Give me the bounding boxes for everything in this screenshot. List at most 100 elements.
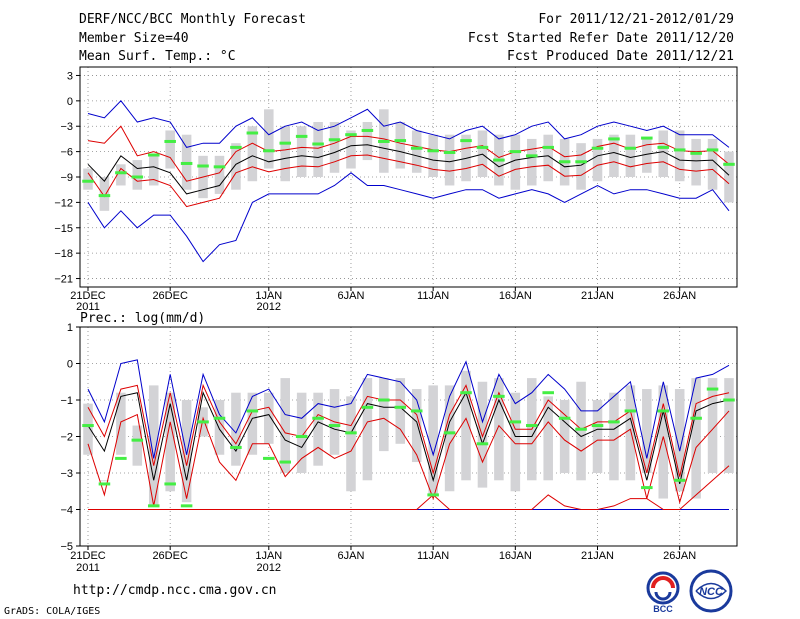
- temp-median-marker: [410, 146, 423, 150]
- temp-median-marker: [591, 146, 604, 150]
- prec-median-marker: [263, 456, 275, 460]
- temp-box: [625, 134, 636, 177]
- prec-box: [444, 385, 455, 492]
- temp-median-marker: [164, 139, 176, 143]
- prec-ytick-label: −1: [60, 395, 73, 407]
- forecast-started: Fcst Started Refer Date 2011/12/20: [467, 31, 734, 46]
- prec-box: [707, 378, 718, 473]
- temp-box: [691, 138, 701, 186]
- prec-ytick-label: −2: [60, 432, 73, 444]
- prec-ytick-label: 1: [67, 322, 73, 334]
- temp-median-marker: [542, 145, 554, 149]
- temp-median-marker: [279, 141, 291, 145]
- temp-ytick-label: −3: [60, 121, 73, 133]
- prec-median-marker: [345, 431, 357, 435]
- prec-box: [691, 378, 701, 499]
- prec-ytick-label: −5: [60, 541, 73, 553]
- temp-box: [346, 130, 356, 169]
- temp-box: [362, 122, 373, 161]
- temp-box: [83, 168, 93, 190]
- temp-median-marker: [706, 148, 719, 152]
- prec-median-marker: [542, 391, 554, 395]
- source-url[interactable]: http://cmdp.ncc.cma.gov.cn: [73, 583, 277, 598]
- temp-ytick-label: −15: [54, 223, 73, 235]
- prec-box: [658, 385, 669, 499]
- prec-box: [313, 392, 323, 466]
- temp-xtick-label: 21JAN: [581, 290, 614, 302]
- ncc-logo-text: NCC: [699, 586, 724, 598]
- prec-box: [609, 392, 619, 481]
- prec-ytick-label: −3: [60, 468, 73, 480]
- temp-xtick-year: 2012: [257, 301, 281, 313]
- temp-box: [576, 143, 586, 190]
- prec-box: [559, 400, 570, 473]
- ncc-logo: NCC: [689, 569, 733, 613]
- temp-median-marker: [526, 154, 538, 158]
- prec-spread-extra-line: [88, 465, 730, 510]
- prec-box: [477, 381, 488, 488]
- temp-median-marker: [295, 134, 308, 138]
- prec-median-marker: [279, 460, 291, 464]
- prec-box: [724, 378, 734, 473]
- temp-median-marker: [328, 138, 341, 142]
- prec-spread-high-line: [87, 383, 730, 477]
- prec-box: [231, 392, 241, 466]
- prec-median-marker: [82, 424, 94, 428]
- temp-median-marker: [657, 145, 670, 149]
- temp-box: [592, 138, 603, 182]
- temp-ytick-label: 3: [67, 70, 73, 82]
- prec-median-marker: [361, 405, 374, 409]
- temp-box: [264, 109, 274, 169]
- prec-box: [642, 389, 652, 473]
- temp-spread-high-line: [87, 125, 730, 182]
- prec-median-marker: [312, 416, 324, 420]
- prec-median-marker: [641, 486, 653, 490]
- temp-median-marker: [443, 150, 456, 154]
- prec-median-marker: [673, 478, 686, 482]
- prec-median-marker: [230, 445, 242, 449]
- prec-median-marker: [657, 409, 670, 413]
- temp-median-marker: [263, 149, 275, 153]
- prec-mean-line: [87, 391, 730, 485]
- prec-box: [494, 378, 504, 481]
- prec-box: [428, 385, 438, 495]
- temp-ytick-label: −9: [60, 172, 73, 184]
- temp-median-marker: [180, 161, 193, 165]
- prec-median-marker: [394, 405, 407, 409]
- prec-median-marker: [443, 431, 456, 435]
- prec-median-marker: [246, 409, 259, 413]
- temp-box: [658, 130, 669, 177]
- temp-median-marker: [509, 150, 522, 154]
- prec-median-marker: [723, 398, 735, 402]
- temp-median-marker: [608, 137, 620, 141]
- temp-xtick-label: 6JAN: [338, 290, 365, 302]
- prec-box: [148, 385, 159, 506]
- prec-xtick-label: 1JAN: [255, 550, 282, 562]
- temp-box: [165, 130, 175, 169]
- prec-box: [625, 385, 636, 481]
- temp-box: [527, 138, 537, 186]
- temp-xtick-year: 2011: [76, 301, 100, 313]
- prec-box: [674, 389, 685, 492]
- prec-box: [165, 392, 175, 492]
- temp-box: [329, 122, 340, 173]
- prec-xtick-label: 21DEC: [70, 550, 106, 562]
- temp-median-marker: [230, 145, 242, 149]
- prec-xtick-year: 2011: [76, 562, 100, 574]
- prec-envelope-high-line: [87, 359, 730, 459]
- prec-median-marker: [558, 416, 571, 420]
- prec-median-marker: [115, 456, 127, 460]
- prec-median-marker: [213, 416, 226, 420]
- prec-median-marker: [131, 438, 144, 442]
- prec-xtick-label: 26JAN: [663, 550, 696, 562]
- prec-median-marker: [526, 424, 538, 428]
- prec-median-marker: [690, 416, 702, 420]
- temp-box: [231, 143, 241, 190]
- temp-envelope-low-line: [87, 172, 730, 263]
- prec-median-marker: [98, 482, 111, 486]
- temp-median-marker: [147, 153, 160, 157]
- temp-box: [313, 122, 323, 177]
